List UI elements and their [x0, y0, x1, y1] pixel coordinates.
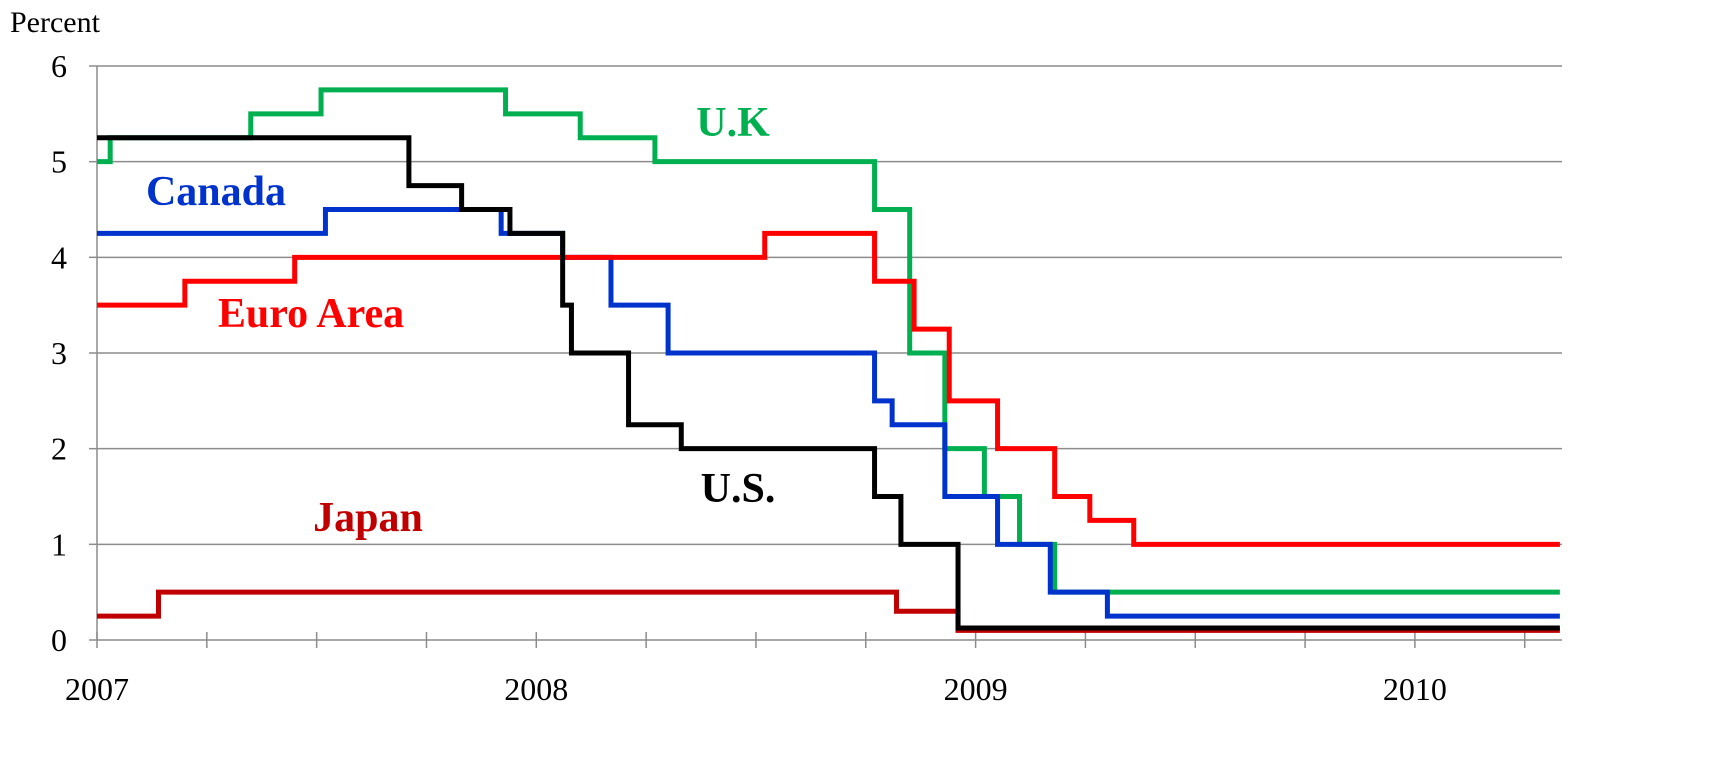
x-axis: 2007 2008 2009 2010 — [65, 632, 1562, 707]
series-label-japan: Japan — [313, 495, 423, 541]
y-axis-ticks: 0 1 2 3 4 5 6 — [51, 48, 98, 658]
series-line-u-k — [97, 87, 1560, 595]
x-tick-label: 2009 — [944, 671, 1008, 707]
y-tick-label: 3 — [51, 335, 67, 371]
y-tick-label: 6 — [51, 48, 67, 84]
x-tick-label: 2008 — [504, 671, 568, 707]
series-line-canada — [97, 207, 1560, 619]
y-tick-label: 0 — [51, 622, 67, 658]
y-tick-label: 2 — [51, 431, 67, 467]
series-label-canada: Canada — [146, 169, 286, 215]
series-label-u-s: U.S. — [701, 466, 776, 512]
series-line-euro-area — [97, 230, 1560, 547]
x-tick-label: 2010 — [1383, 671, 1447, 707]
series-line-u-s — [97, 135, 1560, 631]
y-tick-label: 1 — [51, 526, 67, 562]
y-axis-title: Percent — [10, 6, 101, 39]
series-label-euro-area: Euro Area — [218, 291, 404, 337]
series-label-u-k: U.K — [696, 100, 770, 146]
y-tick-label: 4 — [51, 239, 67, 275]
series-labels: U.S. U.K Canada Euro Area Japan — [146, 100, 775, 541]
y-tick-label: 5 — [51, 144, 67, 180]
x-tick-label: 2007 — [65, 671, 129, 707]
series-line-japan — [97, 589, 1560, 633]
series-lines — [97, 87, 1560, 633]
